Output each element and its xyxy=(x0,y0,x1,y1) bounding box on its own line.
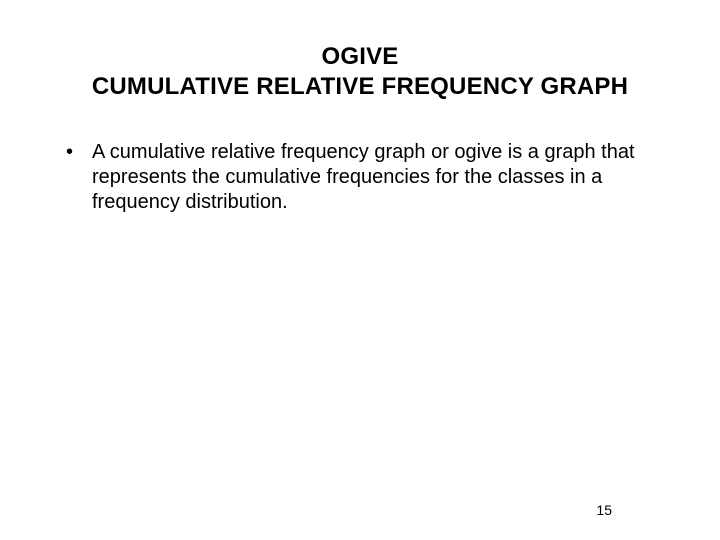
slide: OGIVE CUMULATIVE RELATIVE FREQUENCY GRAP… xyxy=(0,0,720,540)
title-block: OGIVE CUMULATIVE RELATIVE FREQUENCY GRAP… xyxy=(48,42,672,102)
bullet-item: A cumulative relative frequency graph or… xyxy=(66,140,672,215)
bullet-text: A cumulative relative frequency graph or… xyxy=(92,141,635,213)
bullet-list: A cumulative relative frequency graph or… xyxy=(48,140,672,215)
title-line-2: CUMULATIVE RELATIVE FREQUENCY GRAPH xyxy=(48,72,672,102)
title-line-1: OGIVE xyxy=(48,42,672,72)
page-number: 15 xyxy=(596,502,612,518)
